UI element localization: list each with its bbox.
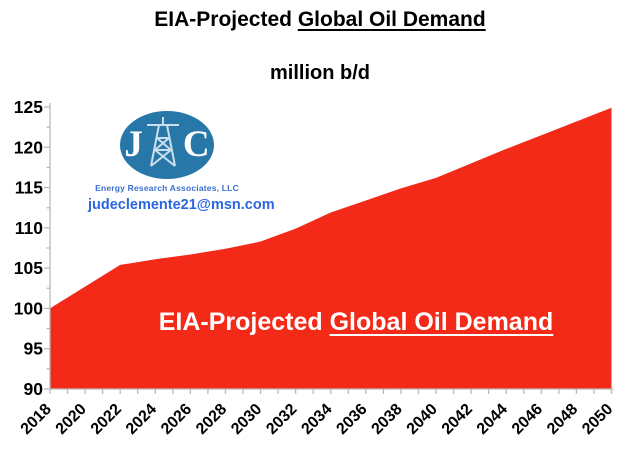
x-tick-label: 2046 bbox=[509, 401, 546, 438]
x-tick-label: 2050 bbox=[579, 401, 616, 438]
logo-email: judeclemente21@msn.com bbox=[88, 197, 275, 213]
x-tick-label: 2022 bbox=[88, 401, 125, 438]
chart-title-prefix: EIA-Projected bbox=[154, 8, 298, 31]
x-tick-label: 2032 bbox=[263, 401, 300, 438]
y-tick-label: 115 bbox=[15, 178, 43, 198]
y-tick-label: 120 bbox=[14, 137, 43, 157]
x-tick-label: 2028 bbox=[193, 401, 230, 438]
chart-title: EIA-Projected Global Oil Demand bbox=[0, 8, 640, 32]
x-tick-label: 2020 bbox=[53, 401, 90, 438]
y-tick-label: 90 bbox=[24, 379, 44, 399]
oil-derrick-icon bbox=[146, 117, 179, 167]
x-tick-label: 2044 bbox=[474, 401, 511, 438]
demand-area-series bbox=[50, 107, 612, 389]
x-tick-label: 2048 bbox=[544, 401, 581, 438]
y-axis: 90 95 100 105 110 115 120 125 bbox=[14, 97, 51, 399]
logo-letter-c: C bbox=[182, 124, 210, 165]
x-tick-label: 2040 bbox=[404, 401, 441, 438]
in-chart-label-prefix: EIA-Projected bbox=[158, 308, 330, 336]
chart-title-underlined: Global Oil Demand bbox=[297, 8, 486, 31]
y-tick-label: 125 bbox=[14, 97, 43, 117]
x-tick-label: 2030 bbox=[228, 401, 265, 438]
logo-org-name: Energy Research Associates, LLC bbox=[95, 183, 239, 193]
logo-letter-j: J bbox=[124, 124, 143, 165]
x-tick-label: 2024 bbox=[123, 401, 160, 438]
chart-units-label: million b/d bbox=[270, 62, 370, 84]
y-tick-label: 95 bbox=[24, 339, 44, 359]
x-tick-label: 2036 bbox=[333, 401, 370, 438]
x-tick-label: 2038 bbox=[369, 401, 406, 438]
in-chart-label-underlined: Global Oil Demand bbox=[329, 308, 554, 336]
x-tick-label: 2018 bbox=[18, 401, 55, 438]
x-axis: 2018202020222024202620282030203220342036… bbox=[18, 388, 616, 438]
y-tick-label: 110 bbox=[15, 218, 43, 238]
x-tick-label: 2026 bbox=[158, 401, 195, 438]
jtc-logo-ellipse: J C bbox=[120, 111, 214, 179]
in-chart-label: EIA-Projected Global Oil Demand bbox=[138, 308, 574, 337]
x-tick-label: 2034 bbox=[298, 401, 335, 438]
x-tick-label: 2042 bbox=[439, 401, 476, 438]
y-tick-label: 105 bbox=[14, 258, 43, 278]
y-tick-label: 100 bbox=[14, 298, 43, 318]
jtc-logo: J C Energy Research Associates, LLC jud bbox=[88, 101, 275, 213]
